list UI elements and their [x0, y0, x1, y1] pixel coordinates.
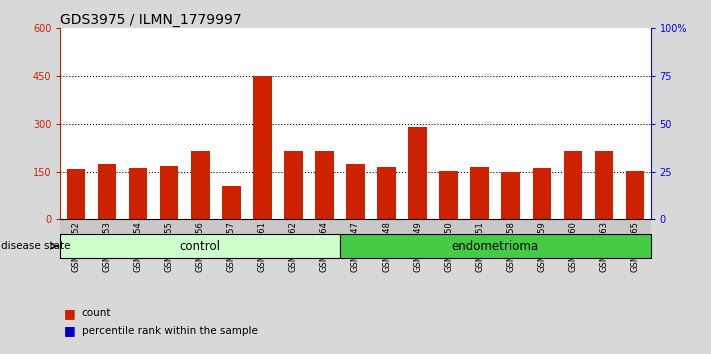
Point	[350, 72, 361, 77]
Point	[70, 73, 82, 79]
Text: percentile rank within the sample: percentile rank within the sample	[82, 326, 257, 336]
Bar	[67, 169, 85, 219]
Point	[319, 69, 330, 75]
Bar	[129, 168, 147, 219]
Point	[567, 69, 579, 75]
Text: GDS3975 / ILMN_1779997: GDS3975 / ILMN_1779997	[60, 13, 242, 27]
Bar	[594, 151, 614, 219]
Point	[288, 68, 299, 73]
Point	[381, 73, 392, 79]
Point	[132, 72, 144, 77]
Text: disease state: disease state	[1, 241, 71, 251]
Bar	[253, 76, 272, 219]
Point	[195, 72, 206, 77]
Bar	[315, 151, 333, 219]
Point	[474, 73, 486, 79]
Point	[598, 69, 609, 75]
Bar	[501, 172, 520, 219]
Bar	[97, 164, 117, 219]
Text: count: count	[82, 308, 111, 318]
Bar	[60, 234, 340, 258]
Bar	[284, 151, 303, 219]
Point	[536, 69, 547, 75]
Bar	[564, 151, 582, 219]
Bar	[533, 168, 551, 219]
Point	[225, 113, 237, 119]
Text: ■: ■	[64, 325, 76, 337]
Bar	[346, 164, 365, 219]
Bar	[378, 167, 396, 219]
Point	[505, 79, 516, 85]
Bar	[222, 186, 240, 219]
Point	[257, 64, 268, 69]
Text: endometrioma: endometrioma	[451, 240, 539, 252]
Point	[412, 65, 423, 71]
Point	[629, 79, 641, 85]
Text: ■: ■	[64, 307, 76, 320]
Bar	[191, 151, 210, 219]
Bar	[340, 234, 651, 258]
Point	[102, 72, 113, 77]
Text: control: control	[180, 240, 220, 252]
Point	[443, 79, 454, 85]
Bar	[408, 127, 427, 219]
Bar	[471, 167, 489, 219]
Point	[164, 73, 175, 79]
Bar	[439, 171, 458, 219]
Bar	[626, 171, 644, 219]
Bar	[160, 166, 178, 219]
